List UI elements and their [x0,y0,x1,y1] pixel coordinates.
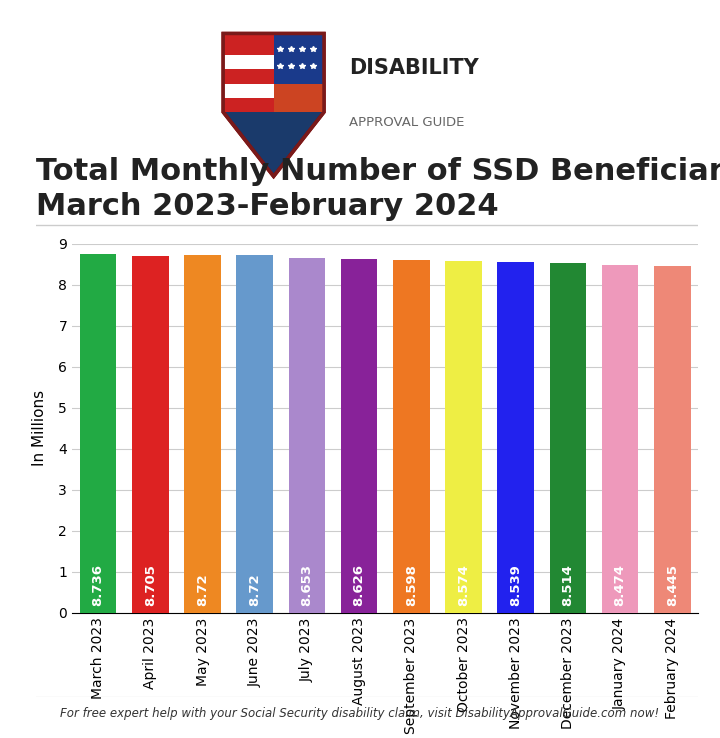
Bar [498,263,534,613]
Text: APPROVAL GUIDE: APPROVAL GUIDE [349,117,464,129]
Text: 8.72: 8.72 [196,573,209,607]
Text: For free expert help with your Social Security disability claim, visit Disabilit: For free expert help with your Social Se… [60,706,660,720]
Text: 8.653: 8.653 [300,565,313,607]
Text: 8.514: 8.514 [562,565,575,607]
Text: 8.736: 8.736 [91,565,104,607]
Bar [289,258,325,613]
Polygon shape [223,69,274,83]
Text: 8.72: 8.72 [248,573,261,607]
Bar [184,255,221,613]
Bar [236,255,273,613]
Polygon shape [223,98,274,112]
Polygon shape [274,83,324,112]
Polygon shape [223,33,274,55]
Bar [80,255,117,613]
Polygon shape [274,33,324,83]
Bar [393,260,430,613]
Text: 8.705: 8.705 [144,565,157,607]
Text: 8.574: 8.574 [457,565,470,607]
Text: DISABILITY: DISABILITY [349,58,479,77]
Polygon shape [223,33,324,176]
Text: 8.445: 8.445 [666,565,679,607]
Text: Total Monthly Number of SSD Beneficiaries,
March 2023-February 2024: Total Monthly Number of SSD Beneficiarie… [36,156,720,221]
Bar [549,263,586,613]
Y-axis label: In Millions: In Millions [32,390,47,466]
Text: 8.539: 8.539 [509,565,522,607]
Text: 8.626: 8.626 [353,565,366,607]
Bar [341,259,377,613]
Text: 8.598: 8.598 [405,565,418,607]
Bar [445,261,482,613]
Bar [132,255,168,613]
Bar [602,265,639,613]
Polygon shape [223,55,274,69]
Polygon shape [223,83,274,98]
Bar [654,266,690,613]
Text: 8.474: 8.474 [613,565,626,607]
